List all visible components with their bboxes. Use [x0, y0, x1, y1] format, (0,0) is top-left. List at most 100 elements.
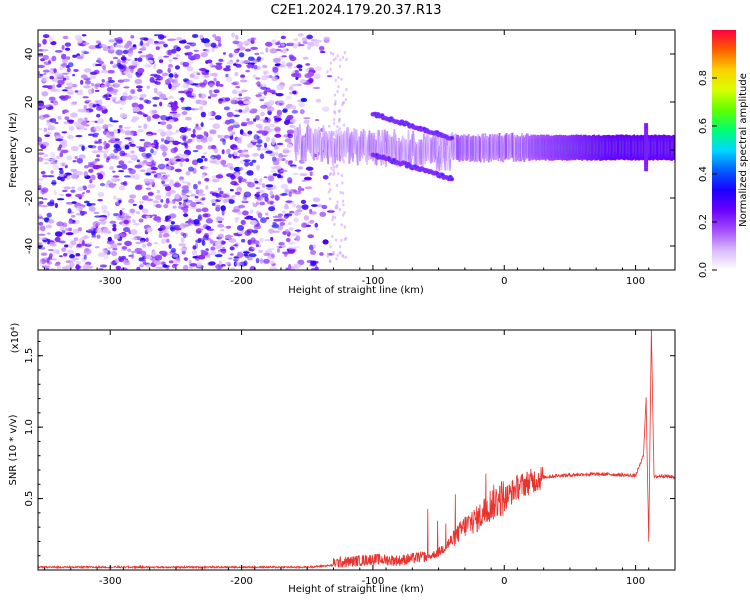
- spectrogram-cell: [289, 118, 297, 123]
- spectrogram-cell: [113, 63, 117, 69]
- spectrogram-cell: [516, 134, 519, 160]
- spectrogram-cell: [114, 83, 121, 87]
- spectrogram-cell: [300, 134, 302, 160]
- spectrogram-cell: [389, 136, 392, 162]
- spectrogram-cell: [168, 73, 174, 78]
- spectrogram-cell: [123, 175, 131, 178]
- y-tick-label: -20: [24, 190, 35, 206]
- spectrogram-cell: [129, 208, 136, 214]
- spectrogram-cell: [333, 102, 337, 106]
- spectrogram-cell: [489, 134, 491, 160]
- x-tick-label: 0: [501, 276, 507, 287]
- spectrogram-cell: [141, 208, 149, 214]
- spectrogram-cell: [401, 135, 404, 161]
- spectrogram-cell: [360, 131, 363, 157]
- spectrogram-cell: [644, 138, 649, 141]
- spectrogram-cell: [341, 191, 345, 195]
- spectrogram-cell: [97, 99, 103, 105]
- spectrogram-cell: [119, 150, 126, 157]
- spectrogram-cell: [129, 194, 137, 199]
- spectrogram-cell: [296, 64, 303, 69]
- spectrogram-cell: [309, 263, 318, 267]
- spectrogram-cell: [254, 180, 259, 184]
- spectrogram-cell: [268, 228, 275, 234]
- spectrogram-cell: [103, 253, 109, 260]
- spectrogram-cell: [286, 62, 292, 65]
- spectrogram-cell: [273, 218, 282, 222]
- spectrogram-cell: [268, 99, 275, 106]
- spectrogram-cell: [139, 97, 144, 101]
- spectrogram-cell: [182, 181, 190, 184]
- spectrogram-cell: [314, 39, 323, 43]
- spectrogram-cell: [64, 86, 73, 90]
- spectrogram-cell: [38, 64, 45, 69]
- spectrogram-cell: [164, 185, 172, 192]
- spectrogram-cell: [132, 131, 138, 135]
- spectrogram-cell: [283, 205, 290, 210]
- spectrogram-cell: [136, 251, 142, 254]
- spectrogram-cell: [326, 252, 330, 256]
- spectrogram-cell: [340, 77, 343, 81]
- spectrogram-cell: [617, 134, 620, 160]
- spectrogram-cell: [288, 160, 293, 164]
- x-tick-label: -300: [99, 276, 122, 287]
- spectrogram-cell: [92, 220, 101, 227]
- spectrogram-cell: [179, 178, 185, 184]
- spectrogram-cell: [532, 134, 535, 160]
- spectrogram-cell: [97, 198, 103, 202]
- spectrogram-cell: [217, 134, 221, 138]
- spectrogram-cell: [263, 119, 268, 123]
- spectrogram-cell: [211, 175, 218, 179]
- spectrogram-cell: [128, 174, 136, 179]
- spectrogram-cell: [286, 114, 294, 120]
- spectrogram-cell: [473, 137, 476, 163]
- spectrogram-cell: [70, 112, 78, 118]
- spectrogram-cell: [467, 134, 470, 160]
- spectrogram-cell: [335, 183, 339, 188]
- spectrogram-cell: [581, 135, 584, 161]
- spectrogram-cell: [342, 132, 345, 158]
- spectrogram-cell: [139, 93, 147, 98]
- spectrogram-cell: [280, 43, 285, 47]
- spectrogram-cell: [415, 144, 418, 170]
- spectrogram-cell: [155, 204, 162, 209]
- spectrogram-cell: [49, 258, 57, 261]
- spectrogram-cell: [244, 154, 250, 158]
- spectrogram-cell: [218, 238, 222, 244]
- x-tick-label: 100: [626, 576, 645, 587]
- spectrogram-cell: [306, 259, 313, 263]
- spectrogram-cell: [260, 86, 268, 90]
- spectrogram-cell: [46, 232, 51, 235]
- spectrogram-cell: [234, 218, 239, 224]
- spectrogram-cell: [172, 113, 180, 118]
- spectrogram-cell: [239, 60, 247, 65]
- spectrogram-cell: [441, 137, 444, 163]
- spectrogram-cell: [96, 234, 101, 239]
- spectrogram-cell: [644, 126, 649, 129]
- spectrogram-cell: [150, 148, 154, 154]
- spectrogram-cell: [117, 79, 125, 83]
- spectrogram-cell: [109, 220, 117, 224]
- spectrogram-cell: [309, 128, 312, 154]
- spectrogram-cell: [147, 57, 155, 61]
- spectrogram-cell: [329, 67, 332, 71]
- spectrogram-cell: [83, 127, 88, 131]
- spectrogram-cell: [549, 135, 552, 161]
- spectrogram-cell: [226, 225, 232, 229]
- spectrogram-cell: [218, 83, 224, 87]
- spectrogram-cell: [175, 257, 181, 261]
- spectrogram-cell: [238, 167, 244, 171]
- spectrogram-cell: [231, 32, 235, 38]
- spectrogram-cell: [175, 77, 179, 83]
- spectrogram-cell: [84, 80, 91, 85]
- spectrogram-cell: [154, 241, 158, 245]
- spectrogram-cell: [199, 202, 205, 206]
- spectrogram-cell: [109, 166, 113, 171]
- spectrogram-cell: [347, 127, 350, 153]
- x-tick-label: -100: [362, 576, 385, 587]
- spectrogram-cell: [167, 67, 172, 74]
- spectrogram-cell: [276, 109, 283, 116]
- spectrogram-cell: [293, 263, 301, 269]
- spectrogram-cell: [614, 135, 617, 161]
- spectrogram-cell: [159, 101, 163, 107]
